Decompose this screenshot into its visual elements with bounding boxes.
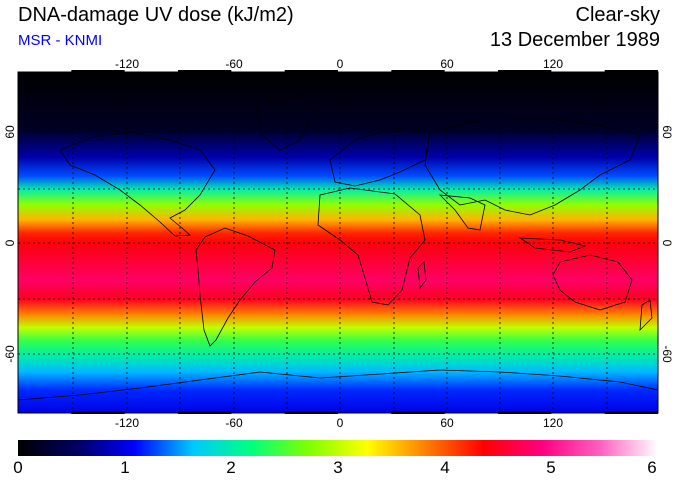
coastline-australia bbox=[552, 254, 633, 311]
colorbar bbox=[18, 440, 658, 456]
coastline-africa bbox=[317, 187, 426, 306]
coastline-indonesia bbox=[518, 237, 587, 253]
lon-label-top-2: 0 bbox=[337, 57, 344, 71]
coastline-india bbox=[438, 194, 486, 231]
colorbar-label-5: 5 bbox=[546, 458, 556, 477]
longitude-tick-segment bbox=[498, 411, 552, 414]
lat-label-right-0: 60 bbox=[660, 125, 674, 139]
lon-label-top-0: -120 bbox=[115, 57, 139, 71]
lon-label-bottom-3: 60 bbox=[440, 416, 454, 430]
colorbar-label-6: 6 bbox=[647, 458, 657, 477]
longitude-labels-bottom: -120 -60 0 60 120 bbox=[115, 416, 563, 430]
colorbar-label-0: 0 bbox=[13, 458, 23, 477]
lat-label-left-0: 60 bbox=[3, 125, 17, 139]
colorbar-label-1: 1 bbox=[120, 458, 130, 477]
lon-label-top-4: 120 bbox=[543, 57, 563, 71]
lat-label-left-2: -60 bbox=[3, 345, 17, 363]
coastline-south-america bbox=[195, 227, 276, 347]
longitude-tick-segment bbox=[284, 70, 338, 73]
lat-label-left-1: 0 bbox=[3, 239, 17, 246]
lat-label-right-2: -60 bbox=[660, 345, 674, 363]
longitude-tick-segment bbox=[71, 70, 125, 73]
colorbar-label-2: 2 bbox=[226, 458, 236, 477]
longitude-tick-segment bbox=[178, 70, 232, 73]
latitude-labels-right: 60 0 -60 bbox=[660, 125, 674, 363]
lon-label-bottom-2: 0 bbox=[337, 416, 344, 430]
graticule bbox=[18, 72, 658, 413]
lat-label-right-1: 0 bbox=[660, 240, 674, 247]
coastlines bbox=[18, 95, 658, 401]
longitude-tick-segment bbox=[604, 70, 658, 73]
colorbar-label-3: 3 bbox=[333, 458, 343, 477]
longitude-tick-segment bbox=[178, 411, 232, 414]
longitude-tick-segment bbox=[284, 411, 338, 414]
lon-label-top-1: -60 bbox=[225, 57, 243, 71]
longitude-tick-segment bbox=[71, 411, 125, 414]
latitude-labels-left: 60 0 -60 bbox=[3, 125, 17, 363]
longitude-tick-segment bbox=[604, 411, 658, 414]
coastline-new-zealand bbox=[639, 299, 653, 332]
map-title: DNA-damage UV dose (kJ/m2) bbox=[18, 4, 294, 26]
coastline-greenland bbox=[254, 95, 316, 151]
longitude-tick-bars bbox=[71, 70, 658, 414]
coastline-madagascar bbox=[417, 261, 427, 290]
lon-label-bottom-1: -60 bbox=[225, 416, 243, 430]
coastline-asia bbox=[424, 117, 641, 216]
coastline-europe bbox=[329, 127, 431, 187]
sky-condition-label: Clear-sky bbox=[575, 4, 660, 26]
lon-label-bottom-4: 120 bbox=[543, 416, 563, 430]
longitude-tick-segment bbox=[498, 70, 552, 73]
lon-label-top-3: 60 bbox=[440, 57, 454, 71]
longitude-tick-segment bbox=[391, 411, 445, 414]
dose-field bbox=[18, 72, 658, 413]
longitude-labels-top: -120 -60 0 60 120 bbox=[115, 57, 563, 71]
longitude-tick-segment bbox=[391, 70, 445, 73]
lon-label-bottom-0: -120 bbox=[115, 416, 139, 430]
coastline-antarctica bbox=[18, 369, 658, 401]
data-source-label: MSR - KNMI bbox=[18, 32, 103, 49]
date-label: 13 December 1989 bbox=[489, 29, 660, 51]
coastline-north-america bbox=[59, 131, 216, 237]
colorbar-label-4: 4 bbox=[440, 458, 450, 477]
